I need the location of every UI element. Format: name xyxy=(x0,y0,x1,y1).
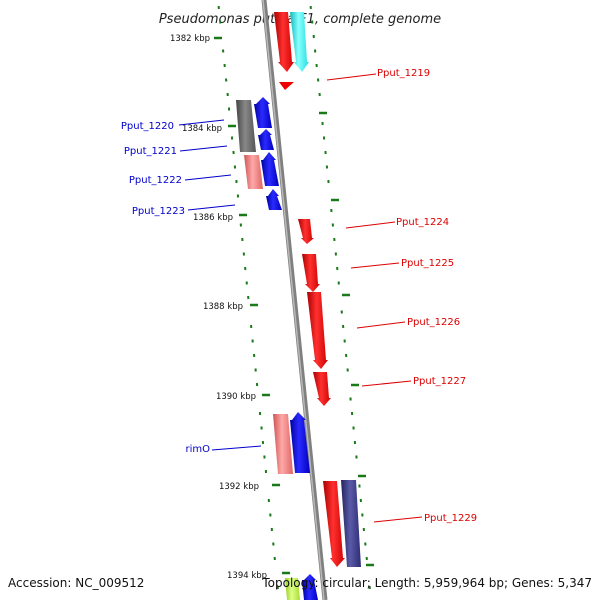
scale-ticks: 1382 kbp 1384 kbp 1386 kbp 1388 kbp 1390… xyxy=(170,34,374,581)
tick-label-1384: 1384 kbp xyxy=(182,124,222,134)
gene-pput-1218[interactable] xyxy=(274,12,294,72)
label-pput-1224[interactable]: Pput_1224 xyxy=(396,217,449,228)
scale-dot-tracks xyxy=(217,5,371,590)
gene-lime-bottom[interactable] xyxy=(285,578,300,600)
accession-text: Accession: NC_009512 xyxy=(8,576,144,590)
tick-label-1388: 1388 kbp xyxy=(203,302,243,312)
gene-pput-1219[interactable] xyxy=(279,82,294,90)
gene-pput-1224[interactable] xyxy=(298,219,314,244)
label-pput-1221[interactable]: Pput_1221 xyxy=(124,146,177,157)
gene-pput-1225[interactable] xyxy=(302,254,320,292)
gene-pput-1223[interactable] xyxy=(266,189,282,210)
leader-pput-1224 xyxy=(345,221,396,229)
gene-rimo-pink[interactable] xyxy=(273,414,293,474)
leader-pput-1226 xyxy=(356,321,406,329)
forward-strand-genes xyxy=(274,12,361,567)
label-pput-1222[interactable]: Pput_1222 xyxy=(129,175,182,186)
tick-label-1386: 1386 kbp xyxy=(193,213,233,223)
label-rimo[interactable]: rimO xyxy=(185,444,210,455)
label-pput-1229[interactable]: Pput_1229 xyxy=(424,513,477,524)
gene-pput-1227[interactable] xyxy=(313,372,331,406)
gene-blue-bottom[interactable] xyxy=(302,574,318,600)
label-pput-1226[interactable]: Pput_1226 xyxy=(407,317,460,328)
leader-pput-1223 xyxy=(187,204,236,211)
label-pput-1227[interactable]: Pput_1227 xyxy=(413,376,466,387)
gene-pput-1226[interactable] xyxy=(307,292,328,369)
gene-label-leaders xyxy=(178,73,423,523)
gene-pput-1221[interactable] xyxy=(258,129,274,150)
label-pput-1219[interactable]: Pput_1219 xyxy=(377,68,430,79)
gene-pput-1229b[interactable] xyxy=(341,480,361,567)
leader-pput-1225 xyxy=(350,262,400,269)
leader-rimo xyxy=(211,445,262,451)
topology-text: Topology: circular; Length: 5,959,964 bp… xyxy=(261,576,592,590)
label-pput-1225[interactable]: Pput_1225 xyxy=(401,258,454,269)
chromosome-backbone-highlight xyxy=(262,0,325,600)
gene-labels: Pput_1219 Pput_1220 Pput_1221 Pput_1222 … xyxy=(121,68,477,524)
tick-label-1394: 1394 kbp xyxy=(227,571,267,581)
label-pput-1223[interactable]: Pput_1223 xyxy=(132,206,185,217)
leader-pput-1221 xyxy=(179,145,228,152)
gene-pput-1220b[interactable] xyxy=(254,97,272,128)
leader-pput-1227 xyxy=(361,380,412,387)
gene-pput-1222[interactable] xyxy=(244,155,263,189)
gene-pput-1218b[interactable] xyxy=(290,12,309,72)
tick-label-1390: 1390 kbp xyxy=(216,392,256,402)
leader-pput-1229 xyxy=(373,516,423,523)
chromosome-backbone xyxy=(261,0,328,600)
reverse-strand-genes xyxy=(236,97,318,600)
gene-pput-1222b[interactable] xyxy=(261,152,279,186)
gene-pput-1220[interactable] xyxy=(236,100,256,152)
gene-rimo[interactable] xyxy=(290,412,310,473)
label-pput-1220[interactable]: Pput_1220 xyxy=(121,121,174,132)
leader-pput-1219 xyxy=(326,73,377,81)
gene-pput-1229[interactable] xyxy=(323,481,345,567)
tick-label-1382: 1382 kbp xyxy=(170,34,210,44)
leader-pput-1222 xyxy=(184,174,232,181)
leader-pput-1220 xyxy=(178,119,225,126)
tick-label-1392: 1392 kbp xyxy=(219,482,259,492)
